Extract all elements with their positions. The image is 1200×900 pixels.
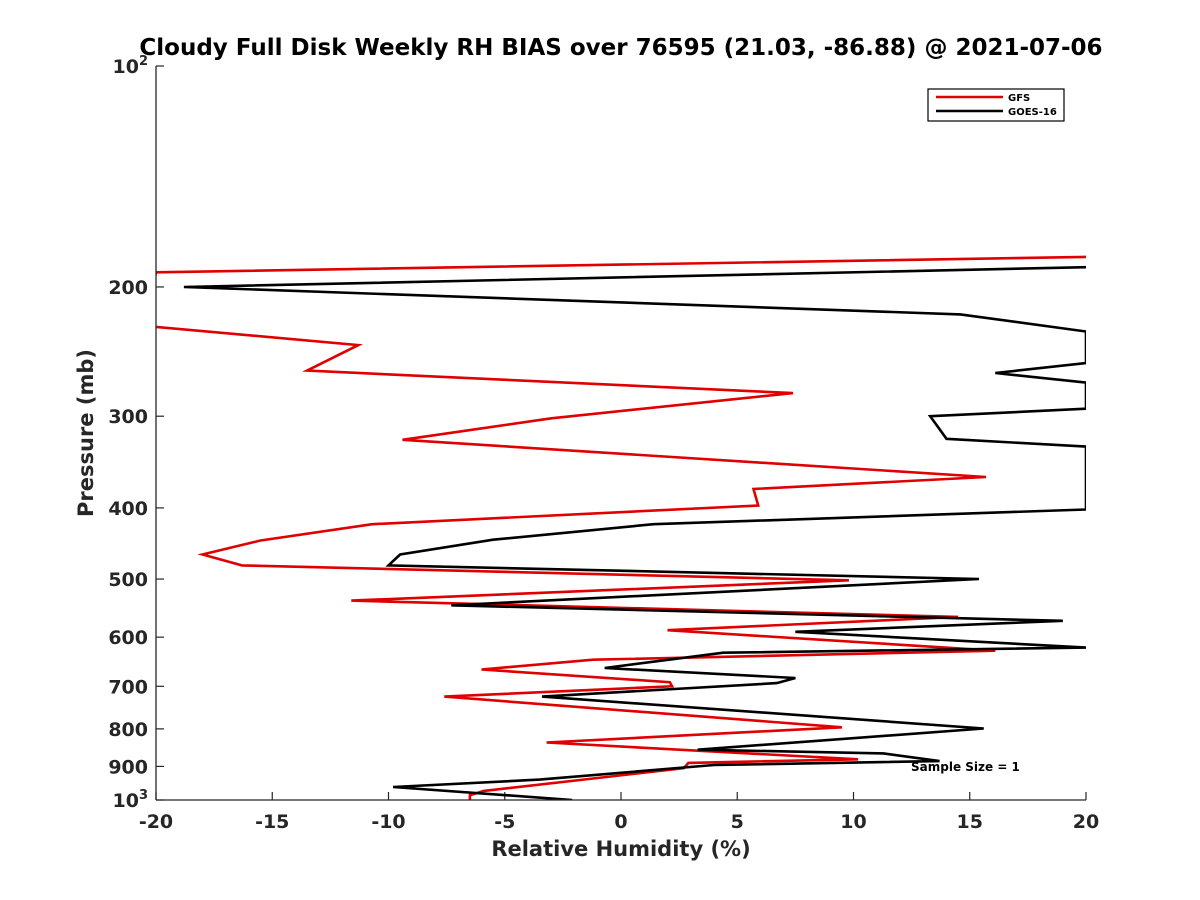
y-tick-base: 10: [113, 56, 139, 78]
y-tick-label: 200: [108, 277, 148, 299]
y-tick-exponent: 2: [139, 54, 148, 69]
x-axis-ticks: -20 -15 -10 -5 0 5 10 15 20: [139, 792, 1099, 833]
y-tick-label: 700: [108, 676, 148, 698]
series-line-goes-16: [183, 265, 1086, 800]
y-tick-label: 500: [108, 569, 148, 591]
legend-label-gfs: GFS: [1008, 93, 1030, 104]
x-tick-label: -15: [255, 811, 289, 833]
legend: GFS GOES-16: [927, 88, 1065, 122]
x-tick-label: -10: [371, 811, 405, 833]
legend-box: [927, 88, 1065, 122]
y-tick-label: 600: [108, 627, 148, 649]
x-tick-label: 10: [840, 811, 866, 833]
y-tick-label: 400: [108, 498, 148, 520]
y-tick-label: 300: [108, 406, 148, 428]
x-tick-label: 15: [957, 811, 983, 833]
y-axis-label: Pressure (mb): [74, 349, 98, 517]
y-tick-label: 102: [113, 54, 149, 78]
chart-title: Cloudy Full Disk Weekly RH BIAS over 765…: [139, 35, 1102, 61]
x-axis-label: Relative Humidity (%): [491, 837, 750, 861]
legend-label-goes-16: GOES-16: [1008, 107, 1057, 118]
y-tick-label: 900: [108, 756, 148, 778]
x-tick-label: 20: [1073, 811, 1099, 833]
y-tick-base: 10: [113, 790, 139, 812]
series-layer: [156, 255, 1086, 800]
x-tick-label: -5: [494, 811, 515, 833]
x-tick-label: 5: [731, 811, 744, 833]
x-tick-label: -20: [139, 811, 173, 833]
y-tick-label: 800: [108, 719, 148, 741]
sample-size-annotation: Sample Size = 1: [911, 760, 1020, 774]
series-line-gfs: [156, 255, 1086, 800]
x-tick-label: 0: [614, 811, 627, 833]
y-tick-label: 103: [113, 788, 149, 812]
y-tick-exponent: 3: [139, 788, 148, 803]
